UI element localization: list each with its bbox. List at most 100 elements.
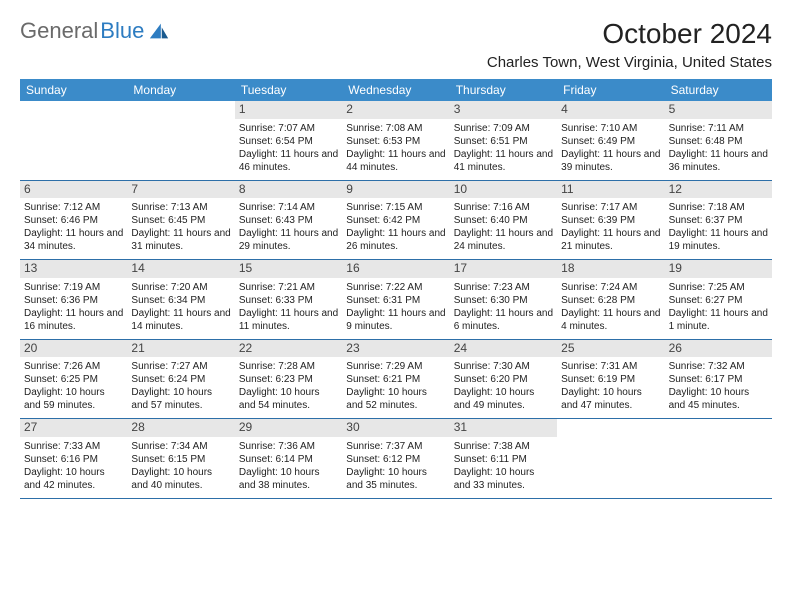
day-number: 23	[342, 340, 449, 358]
daylight-line: Daylight: 11 hours and 21 minutes.	[561, 227, 660, 253]
sunset-line: Sunset: 6:42 PM	[346, 214, 445, 227]
day-number: 7	[127, 181, 234, 199]
brand-logo: GeneralBlue	[20, 18, 170, 44]
day-number: 21	[127, 340, 234, 358]
day-cell: 18Sunrise: 7:24 AMSunset: 6:28 PMDayligh…	[557, 260, 664, 339]
sunrise-line: Sunrise: 7:14 AM	[239, 201, 338, 214]
sunset-line: Sunset: 6:36 PM	[24, 294, 123, 307]
sunrise-line: Sunrise: 7:29 AM	[346, 360, 445, 373]
week-row: 13Sunrise: 7:19 AMSunset: 6:36 PMDayligh…	[20, 260, 772, 340]
brand-text-2: Blue	[100, 18, 144, 44]
sunrise-line: Sunrise: 7:36 AM	[239, 440, 338, 453]
sunrise-line: Sunrise: 7:10 AM	[561, 122, 660, 135]
day-cell: 8 Sunrise: 7:14 AMSunset: 6:43 PMDaylight…	[235, 181, 342, 260]
daylight-line: Daylight: 11 hours and 46 minutes.	[239, 148, 338, 174]
daylight-line: Daylight: 10 hours and 45 minutes.	[669, 386, 768, 412]
daylight-line: Daylight: 10 hours and 59 minutes.	[24, 386, 123, 412]
sunrise-line: Sunrise: 7:32 AM	[669, 360, 768, 373]
sunrise-line: Sunrise: 7:16 AM	[454, 201, 553, 214]
daylight-line: Daylight: 11 hours and 24 minutes.	[454, 227, 553, 253]
empty-cell	[20, 101, 127, 180]
sunset-line: Sunset: 6:24 PM	[131, 373, 230, 386]
day-number: 4	[557, 101, 664, 119]
daylight-line: Daylight: 11 hours and 6 minutes.	[454, 307, 553, 333]
day-cell: 22Sunrise: 7:28 AMSunset: 6:23 PMDayligh…	[235, 340, 342, 419]
sunrise-line: Sunrise: 7:07 AM	[239, 122, 338, 135]
day-number: 14	[127, 260, 234, 278]
sunrise-line: Sunrise: 7:24 AM	[561, 281, 660, 294]
day-cell: 15Sunrise: 7:21 AMSunset: 6:33 PMDayligh…	[235, 260, 342, 339]
sunrise-line: Sunrise: 7:22 AM	[346, 281, 445, 294]
weekday-header: Friday	[557, 79, 664, 101]
day-number: 28	[127, 419, 234, 437]
sunset-line: Sunset: 6:14 PM	[239, 453, 338, 466]
empty-cell	[127, 101, 234, 180]
daylight-line: Daylight: 11 hours and 41 minutes.	[454, 148, 553, 174]
day-number: 26	[665, 340, 772, 358]
day-cell: 28Sunrise: 7:34 AMSunset: 6:15 PMDayligh…	[127, 419, 234, 498]
location-text: Charles Town, West Virginia, United Stat…	[487, 54, 772, 71]
sunrise-line: Sunrise: 7:15 AM	[346, 201, 445, 214]
week-row: 1Sunrise: 7:07 AMSunset: 6:54 PMDaylight…	[20, 101, 772, 181]
sunrise-line: Sunrise: 7:11 AM	[669, 122, 768, 135]
sunset-line: Sunset: 6:46 PM	[24, 214, 123, 227]
day-cell: 25Sunrise: 7:31 AMSunset: 6:19 PMDayligh…	[557, 340, 664, 419]
sunset-line: Sunset: 6:49 PM	[561, 135, 660, 148]
weeks-container: 1Sunrise: 7:07 AMSunset: 6:54 PMDaylight…	[20, 101, 772, 499]
daylight-line: Daylight: 10 hours and 47 minutes.	[561, 386, 660, 412]
day-cell: 4 Sunrise: 7:10 AMSunset: 6:49 PMDaylight…	[557, 101, 664, 180]
sunset-line: Sunset: 6:23 PM	[239, 373, 338, 386]
daylight-line: Daylight: 11 hours and 1 minute.	[669, 307, 768, 333]
sunrise-line: Sunrise: 7:25 AM	[669, 281, 768, 294]
day-number: 25	[557, 340, 664, 358]
day-cell: 2Sunrise: 7:08 AMSunset: 6:53 PMDaylight…	[342, 101, 449, 180]
day-cell: 1Sunrise: 7:07 AMSunset: 6:54 PMDaylight…	[235, 101, 342, 180]
weekday-header: Tuesday	[235, 79, 342, 101]
day-cell: 13Sunrise: 7:19 AMSunset: 6:36 PMDayligh…	[20, 260, 127, 339]
sunset-line: Sunset: 6:48 PM	[669, 135, 768, 148]
sunrise-line: Sunrise: 7:33 AM	[24, 440, 123, 453]
day-cell: 7Sunrise: 7:13 AMSunset: 6:45 PMDaylight…	[127, 181, 234, 260]
day-cell: 17Sunrise: 7:23 AMSunset: 6:30 PMDayligh…	[450, 260, 557, 339]
sunset-line: Sunset: 6:28 PM	[561, 294, 660, 307]
daylight-line: Daylight: 11 hours and 11 minutes.	[239, 307, 338, 333]
day-cell: 31Sunrise: 7:38 AMSunset: 6:11 PMDayligh…	[450, 419, 557, 498]
day-cell: 6Sunrise: 7:12 AMSunset: 6:46 PMDaylight…	[20, 181, 127, 260]
daylight-line: Daylight: 11 hours and 39 minutes.	[561, 148, 660, 174]
day-number: 16	[342, 260, 449, 278]
day-number: 8	[235, 181, 342, 199]
daylight-line: Daylight: 10 hours and 57 minutes.	[131, 386, 230, 412]
day-number: 30	[342, 419, 449, 437]
sunset-line: Sunset: 6:11 PM	[454, 453, 553, 466]
calendar: SundayMondayTuesdayWednesdayThursdayFrid…	[20, 79, 772, 499]
day-cell: 14Sunrise: 7:20 AMSunset: 6:34 PMDayligh…	[127, 260, 234, 339]
daylight-line: Daylight: 10 hours and 38 minutes.	[239, 466, 338, 492]
sunset-line: Sunset: 6:30 PM	[454, 294, 553, 307]
daylight-line: Daylight: 11 hours and 29 minutes.	[239, 227, 338, 253]
sunrise-line: Sunrise: 7:18 AM	[669, 201, 768, 214]
day-cell: 21Sunrise: 7:27 AMSunset: 6:24 PMDayligh…	[127, 340, 234, 419]
day-cell: 29Sunrise: 7:36 AMSunset: 6:14 PMDayligh…	[235, 419, 342, 498]
weekday-header: Thursday	[450, 79, 557, 101]
sunset-line: Sunset: 6:51 PM	[454, 135, 553, 148]
day-number: 9	[342, 181, 449, 199]
sunrise-line: Sunrise: 7:28 AM	[239, 360, 338, 373]
sunset-line: Sunset: 6:43 PM	[239, 214, 338, 227]
brand-text-1: General	[20, 18, 98, 44]
sunrise-line: Sunrise: 7:26 AM	[24, 360, 123, 373]
day-cell: 9Sunrise: 7:15 AMSunset: 6:42 PMDaylight…	[342, 181, 449, 260]
sunset-line: Sunset: 6:54 PM	[239, 135, 338, 148]
day-number: 24	[450, 340, 557, 358]
day-number: 11	[557, 181, 664, 199]
sunrise-line: Sunrise: 7:34 AM	[131, 440, 230, 453]
day-number: 12	[665, 181, 772, 199]
day-number: 22	[235, 340, 342, 358]
sunset-line: Sunset: 6:12 PM	[346, 453, 445, 466]
day-number: 17	[450, 260, 557, 278]
sunrise-line: Sunrise: 7:21 AM	[239, 281, 338, 294]
week-row: 27Sunrise: 7:33 AMSunset: 6:16 PMDayligh…	[20, 419, 772, 499]
day-cell: 10Sunrise: 7:16 AMSunset: 6:40 PMDayligh…	[450, 181, 557, 260]
day-cell: 26Sunrise: 7:32 AMSunset: 6:17 PMDayligh…	[665, 340, 772, 419]
sunset-line: Sunset: 6:31 PM	[346, 294, 445, 307]
sunset-line: Sunset: 6:34 PM	[131, 294, 230, 307]
